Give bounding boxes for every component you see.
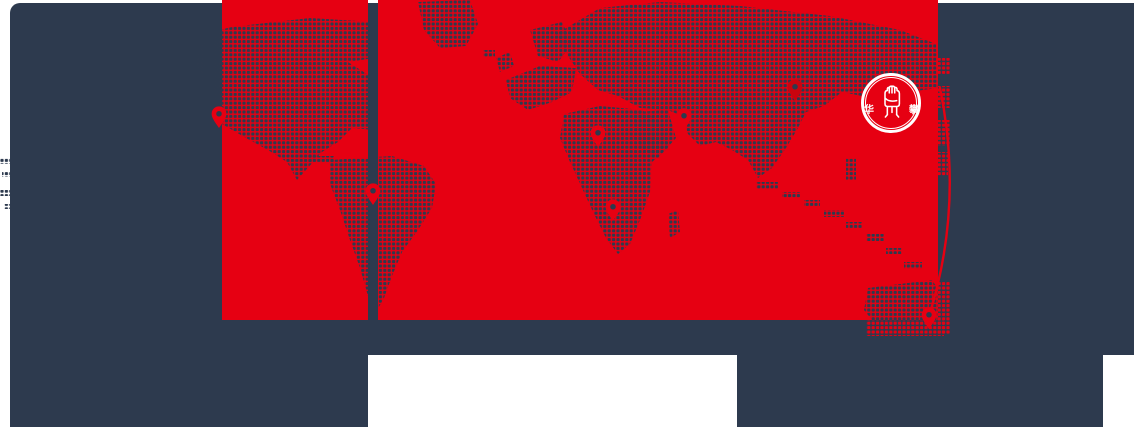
- pin-north-america[interactable]: [211, 106, 227, 128]
- pin-south-asia[interactable]: [676, 108, 692, 130]
- pin-north-africa[interactable]: [590, 125, 606, 147]
- navy-column-left: [10, 355, 368, 427]
- raised-fist-icon: [884, 85, 901, 118]
- red-panel-left: [222, 0, 368, 320]
- pins-layer: [211, 79, 937, 329]
- pin-east-asia[interactable]: [787, 79, 803, 101]
- logo-char-left: 华: [864, 105, 874, 116]
- navy-column-right: [737, 355, 1103, 427]
- pin-south-africa[interactable]: [605, 199, 621, 221]
- company-seal-logo: 华 攀: [861, 73, 921, 133]
- pin-oceania[interactable]: [921, 307, 937, 329]
- pin-south-america[interactable]: [365, 183, 381, 205]
- red-panel-right: [378, 0, 938, 320]
- logo-char-right: 攀: [909, 105, 919, 116]
